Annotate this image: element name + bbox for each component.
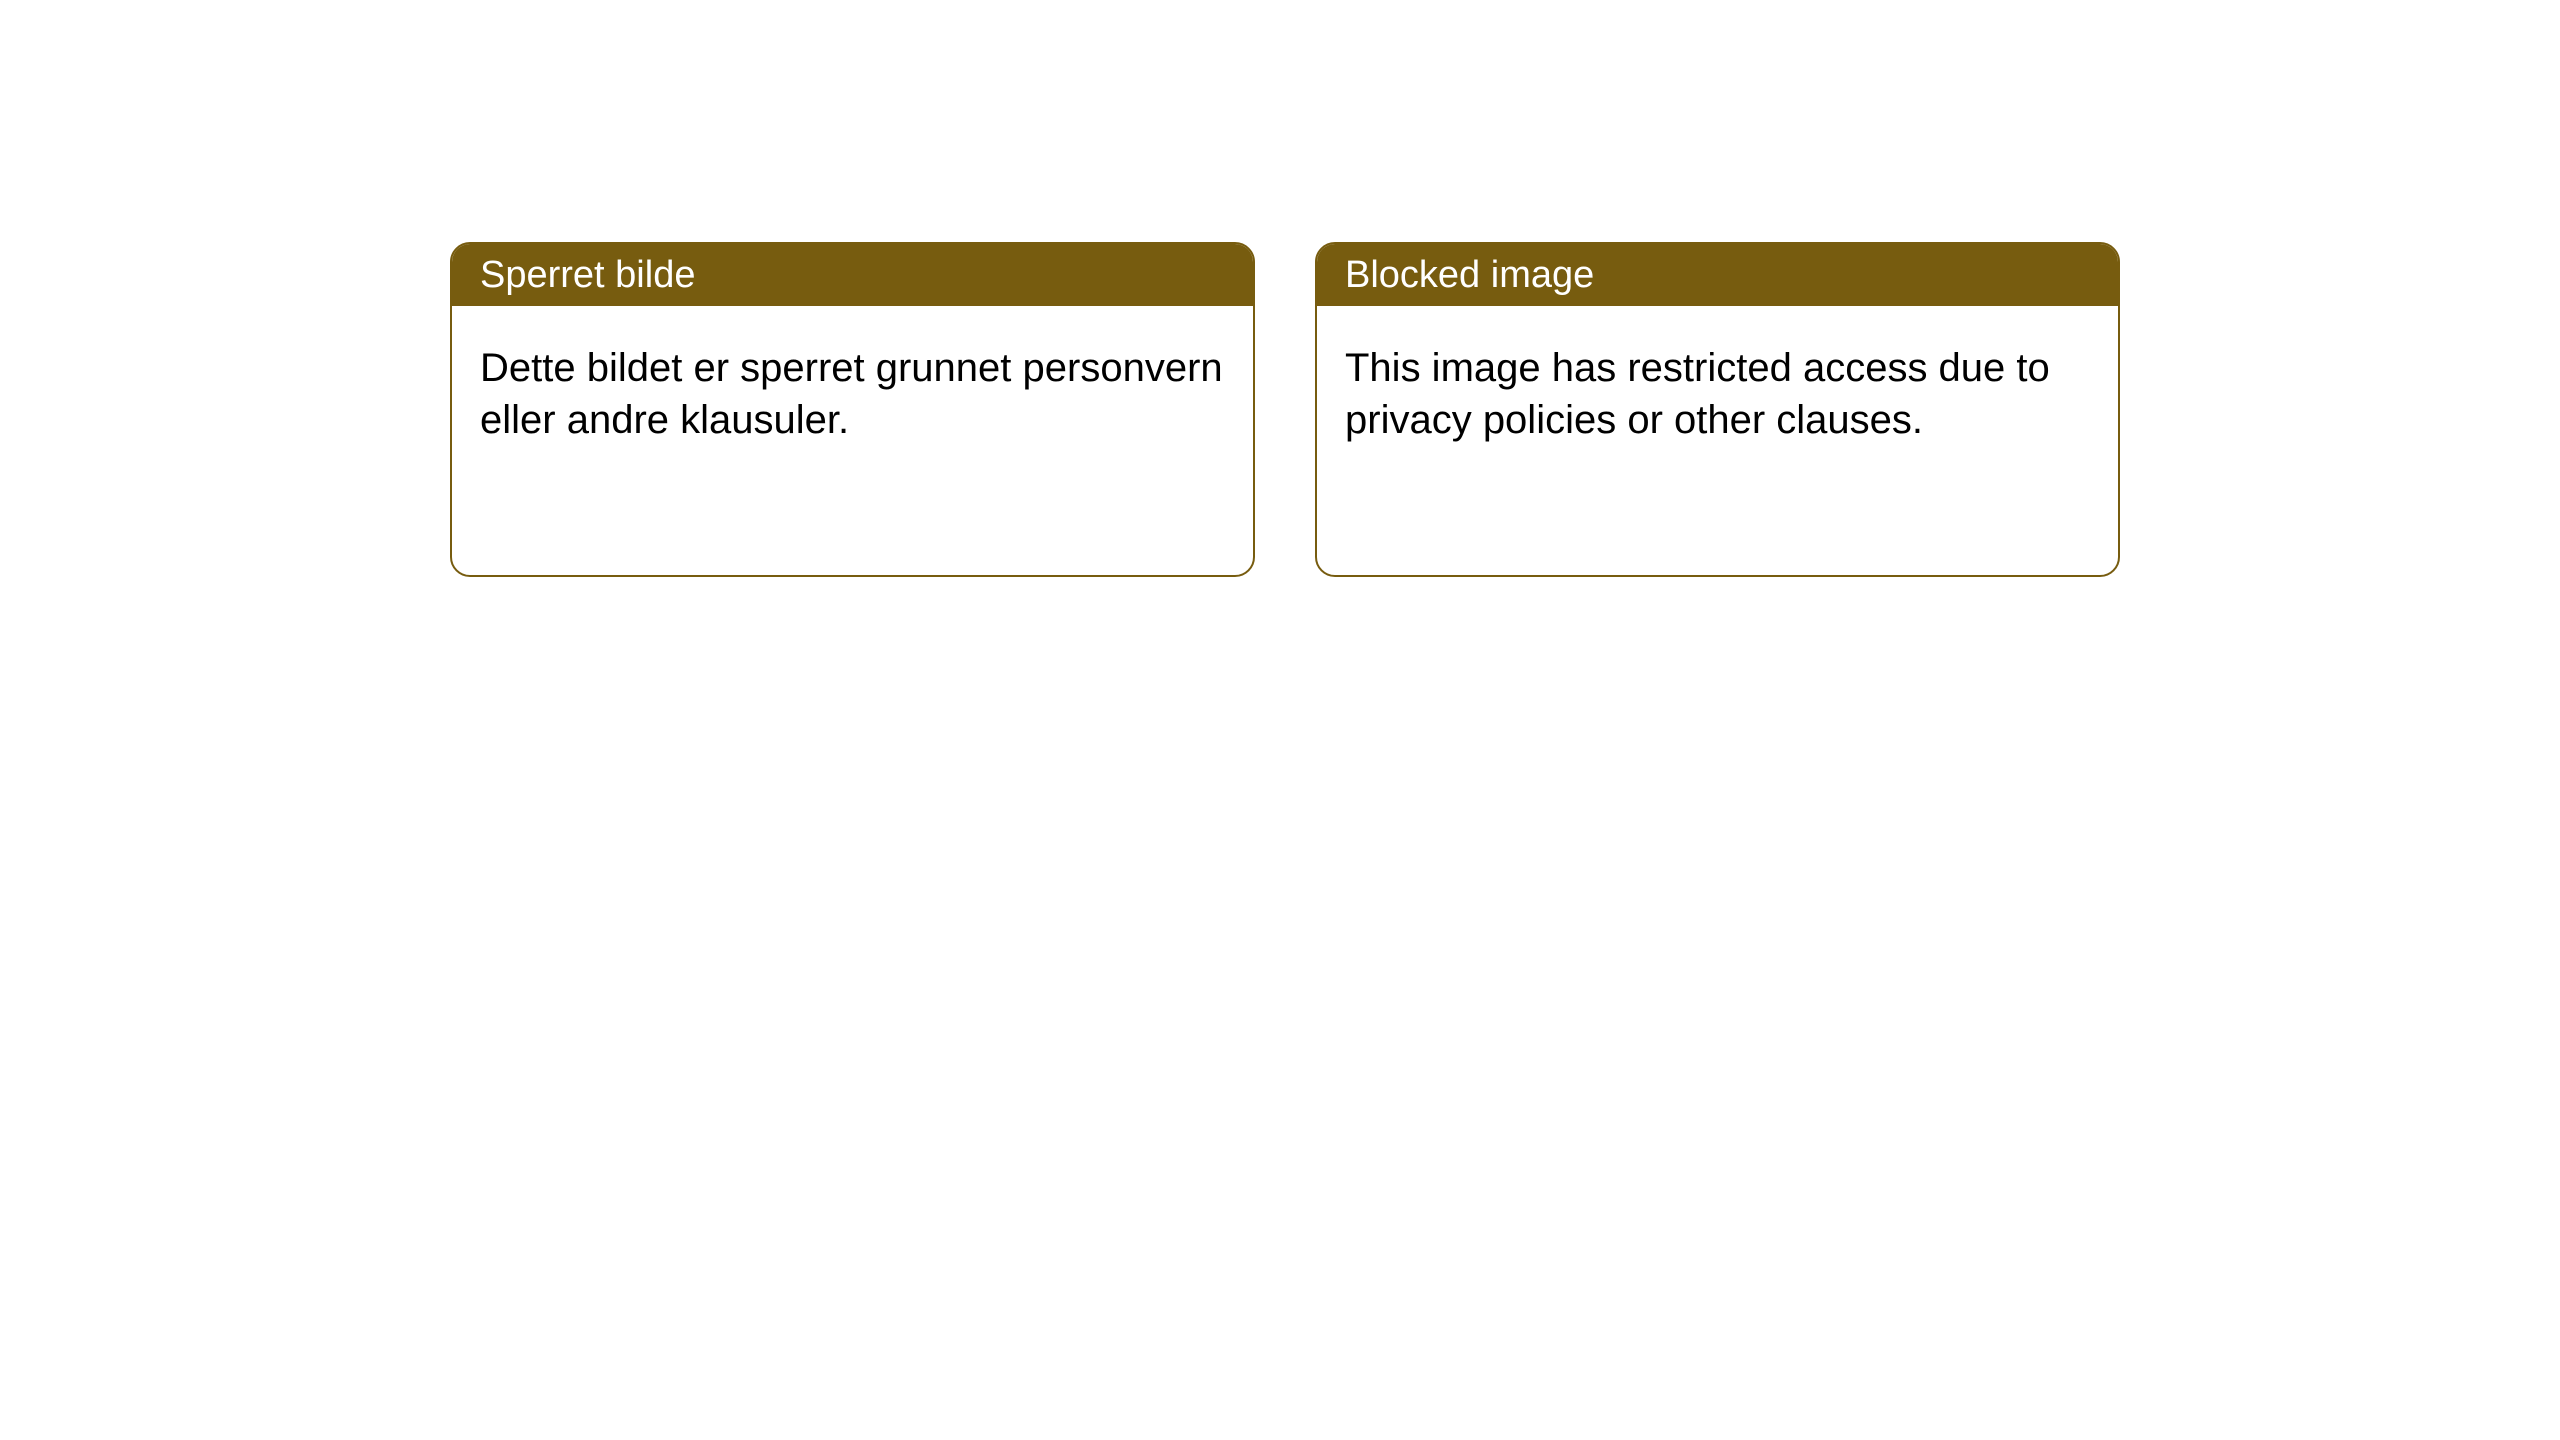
notice-body-text: This image has restricted access due to … (1345, 346, 2050, 442)
notice-title: Blocked image (1345, 254, 1594, 297)
notice-body: Dette bildet er sperret grunnet personve… (452, 306, 1253, 482)
notice-body-text: Dette bildet er sperret grunnet personve… (480, 346, 1223, 442)
notice-container: Sperret bilde Dette bildet er sperret gr… (0, 0, 2560, 577)
notice-title: Sperret bilde (480, 254, 695, 297)
notice-card-english: Blocked image This image has restricted … (1315, 242, 2120, 577)
notice-body: This image has restricted access due to … (1317, 306, 2118, 482)
notice-header: Sperret bilde (452, 244, 1253, 306)
notice-header: Blocked image (1317, 244, 2118, 306)
notice-card-norwegian: Sperret bilde Dette bildet er sperret gr… (450, 242, 1255, 577)
